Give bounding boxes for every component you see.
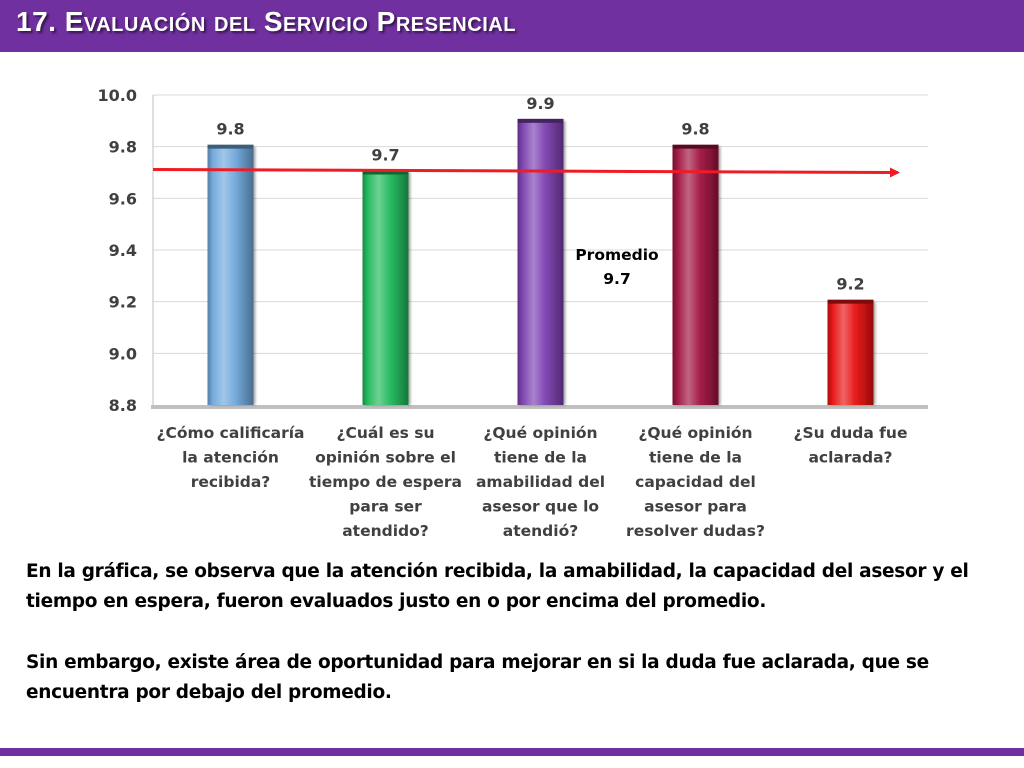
x-category-label-line: ¿Qué opinión	[483, 424, 597, 442]
bar-cap	[827, 299, 874, 304]
x-category-label-line: resolver dudas?	[626, 522, 765, 540]
analysis-paragraph-2: Sin embargo, existe área de oportunidad …	[26, 652, 929, 703]
x-category-label-line: opinión sobre el	[315, 449, 456, 467]
bar-cap	[672, 144, 719, 149]
labels: 8.8 9.0 9.2 9.4 9.6 9.8 10.0 9.8 ¿Cómo calificar…	[98, 86, 908, 540]
average-label-title: Promedio	[575, 246, 658, 264]
bar	[362, 172, 409, 405]
bar-cap	[207, 144, 254, 149]
x-category-label: ¿Cuál es su opinión sobre el tiempo de esp…	[309, 424, 462, 540]
x-category-label-line: aclarada?	[808, 449, 892, 467]
x-axis	[151, 405, 928, 409]
x-category-label-line: tiene de la	[649, 449, 742, 467]
y-tick-label: 9.2	[109, 293, 137, 312]
axes	[151, 95, 928, 409]
x-category-label-line: la atención	[182, 449, 279, 467]
x-category-label-line: ¿Cómo calificaría	[156, 424, 304, 442]
bar	[672, 146, 719, 405]
x-category-label: ¿Qué opinión tiene de la capacidad del ases…	[626, 424, 765, 540]
x-category-label-line: tiempo de espera	[309, 473, 462, 491]
x-category-label-line: asesor que lo	[482, 498, 599, 516]
average-line-group	[152, 167, 900, 178]
average-label: Promedio 9.7	[575, 246, 658, 288]
bar	[517, 120, 564, 405]
y-tick-label: 9.0	[109, 344, 137, 363]
bar	[207, 146, 254, 405]
x-category-label-line: asesor para	[644, 498, 747, 516]
bar-value-label: 9.8	[681, 120, 709, 139]
analysis-paragraph-1: En la gráfica, se observa que la atenció…	[26, 561, 969, 612]
x-category-label: ¿Qué opinión tiene de la amabilidad del ase…	[476, 424, 605, 540]
bar	[827, 301, 874, 405]
x-category-label-line: ¿Cuál es su	[337, 424, 435, 442]
y-tick-label: 9.4	[109, 241, 137, 260]
bars	[207, 118, 874, 405]
bar-chart: 8.8 9.0 9.2 9.4 9.6 9.8 10.0 9.8 ¿Cómo calificar…	[98, 86, 928, 540]
y-tick-label: 9.8	[109, 138, 137, 157]
bar-cap	[362, 170, 409, 175]
y-tick-label: 8.8	[109, 396, 137, 415]
x-category-label-line: ¿Qué opinión	[638, 424, 752, 442]
x-category-label-line: recibida?	[191, 473, 271, 491]
average-line	[152, 167, 900, 178]
average-label-value: 9.7	[603, 270, 630, 288]
x-category-label-line: amabilidad del	[476, 473, 605, 491]
x-category-label: ¿Cómo calificaría la atención recibida?	[156, 424, 304, 491]
bar-cap	[517, 118, 564, 123]
bar-value-label: 9.8	[216, 120, 244, 139]
x-category-label-line: capacidad del	[635, 473, 756, 491]
x-category-label-line: para ser	[349, 498, 422, 516]
x-category-label-line: ¿Su duda fue	[794, 424, 908, 442]
bar-value-label: 9.2	[836, 275, 864, 294]
y-tick-label: 10.0	[98, 86, 137, 105]
bar-value-label: 9.7	[371, 146, 399, 165]
x-category-label: ¿Su duda fue aclarada?	[794, 424, 908, 467]
bottom-bar	[0, 748, 1024, 756]
x-category-label-line: atendido?	[342, 522, 429, 540]
bar-value-label: 9.9	[526, 94, 554, 113]
x-category-label-line: tiene de la	[494, 449, 587, 467]
slide-title: 17. Evaluación del Servicio Presencial	[16, 6, 516, 37]
title-bar: 17. Evaluación del Servicio Presencial	[0, 0, 1024, 52]
y-tick-label: 9.6	[109, 189, 137, 208]
x-category-label-line: atendió?	[503, 522, 578, 540]
